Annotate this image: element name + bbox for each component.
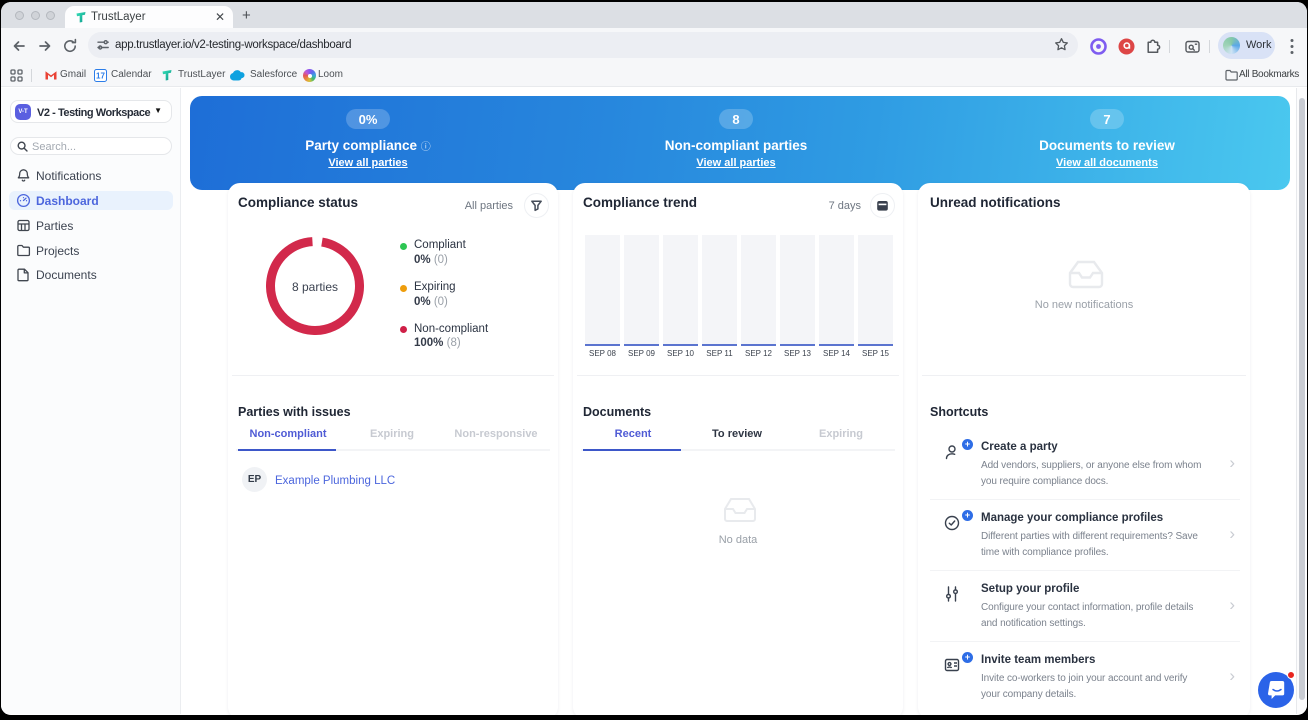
svg-text:17: 17 [96, 72, 105, 81]
